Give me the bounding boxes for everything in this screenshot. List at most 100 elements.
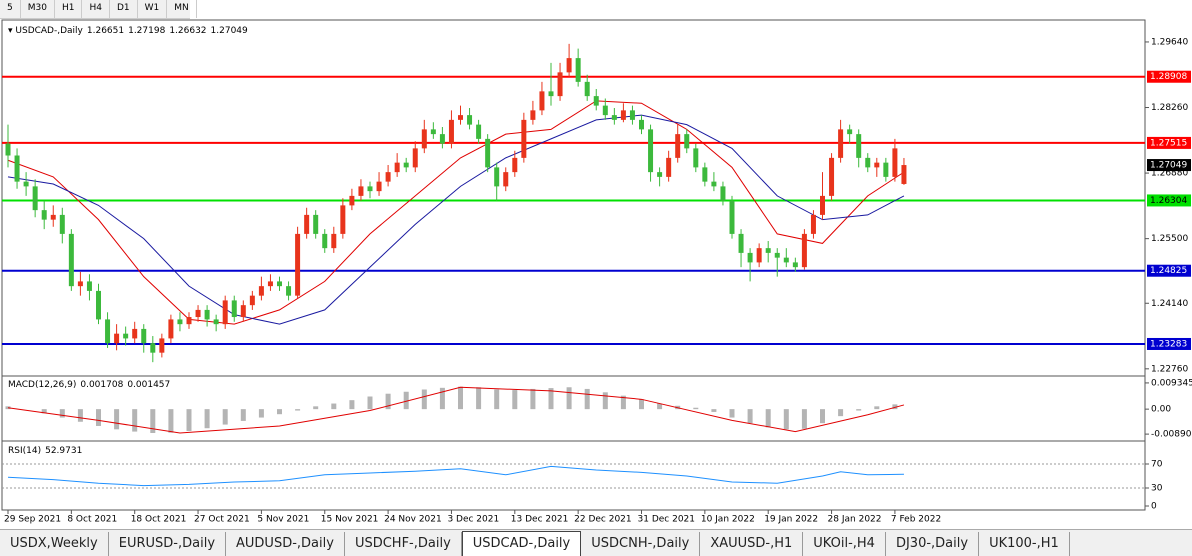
chart-tab[interactable]: DJ30-,Daily xyxy=(886,532,980,556)
candle-body xyxy=(503,172,509,187)
level-label: 1.27515 xyxy=(1150,138,1187,148)
chart-tab[interactable]: UKOil-,H4 xyxy=(803,532,886,556)
macd-bar xyxy=(476,387,482,410)
chart-tab[interactable]: USDCHF-,Daily xyxy=(345,532,462,556)
chart-tab[interactable]: USDCAD-,Daily xyxy=(461,531,582,556)
candle-body xyxy=(485,138,491,168)
macd-bar xyxy=(566,387,572,410)
macd-bar xyxy=(639,399,644,410)
macd-bar xyxy=(204,409,210,429)
candle-body xyxy=(412,148,418,168)
candle-body xyxy=(539,91,545,111)
candle-body xyxy=(575,58,581,82)
macd-bar xyxy=(385,393,391,410)
x-tick-label: 29 Sep 2021 xyxy=(4,515,61,525)
chart-tab[interactable]: AUDUSD-,Daily xyxy=(226,532,345,556)
macd-bar xyxy=(367,396,373,410)
candle-body xyxy=(23,181,29,187)
close: 1.27049 xyxy=(210,26,248,36)
chart-header: ▾ USDCAD-,Daily 1.26651 1.27198 1.26632 1.27… xyxy=(8,26,248,36)
candle-body xyxy=(59,214,65,234)
candle-body xyxy=(521,119,527,158)
candle-body xyxy=(765,248,771,253)
timeframe-button[interactable]: H4 xyxy=(82,0,110,18)
y-tick-label: 0.009345 xyxy=(1151,378,1192,388)
candle-body xyxy=(41,210,47,220)
candle-body xyxy=(322,233,328,249)
x-tick-label: 8 Oct 2021 xyxy=(67,515,117,525)
macd-bar xyxy=(548,388,554,410)
candle-body xyxy=(792,262,798,268)
macd-bar xyxy=(711,409,717,412)
candle-body xyxy=(385,172,391,182)
candle-body xyxy=(883,162,889,177)
timeframe-button[interactable]: W1 xyxy=(138,0,168,18)
candle-body xyxy=(711,181,717,187)
level-label: 1.24825 xyxy=(1150,266,1187,276)
candle-body xyxy=(566,58,572,73)
macd-bar xyxy=(168,409,174,433)
candle-body xyxy=(666,157,672,177)
chart-tab[interactable]: UK100-,H1 xyxy=(979,532,1070,556)
macd-bar xyxy=(150,409,156,433)
x-tick-label: 19 Jan 2022 xyxy=(764,515,818,525)
rsi-line xyxy=(7,465,904,487)
chart-tab[interactable]: EURUSD-,Daily xyxy=(109,532,227,556)
y-tick-label: 1.22760 xyxy=(1151,364,1188,374)
candle-body xyxy=(231,300,237,318)
macd-bar xyxy=(820,409,825,424)
timeframe-button[interactable]: H1 xyxy=(55,0,83,18)
rsi-title: RSI(14) 52.9731 xyxy=(8,446,86,456)
timeframe-button[interactable]: D1 xyxy=(110,0,138,18)
indicator: RSI(14) xyxy=(8,446,42,456)
candle-body xyxy=(313,214,319,234)
macd-bar xyxy=(240,409,246,421)
candle-body xyxy=(892,148,898,177)
candle-body xyxy=(530,110,536,120)
level-label-bg xyxy=(1147,194,1191,207)
candle-body xyxy=(693,148,699,168)
candle-body xyxy=(448,119,454,144)
tab-bar: USDX,Weekly EURUSD-,Daily AUDUSD-,Daily USD… xyxy=(0,529,1192,556)
candle-body xyxy=(86,281,92,291)
level-label-bg xyxy=(1147,136,1191,149)
candle-body xyxy=(177,319,183,325)
timeframe-button[interactable]: 5 xyxy=(0,0,21,18)
candle-body xyxy=(602,105,608,116)
price-label: 1.27049 xyxy=(1150,161,1187,171)
candle-body xyxy=(512,157,518,173)
candle-body xyxy=(675,134,681,158)
candle-body xyxy=(367,186,373,192)
candle-body xyxy=(331,233,337,249)
y-tick-label: -0.00890 xyxy=(1151,430,1192,440)
candle-body xyxy=(810,214,816,234)
high: 1.27198 xyxy=(128,26,166,36)
chart-tab[interactable]: USDCNH-,Daily xyxy=(581,532,701,556)
timeframe-button[interactable]: MN xyxy=(167,0,197,18)
chart-frame xyxy=(1,19,1146,511)
signal-value: 0.001457 xyxy=(127,380,171,390)
macd-bar xyxy=(277,409,282,415)
macd-bar xyxy=(295,409,301,411)
candle-body xyxy=(96,290,101,320)
chart-tab[interactable]: XAUUSD-,H1 xyxy=(700,532,804,556)
indicator: MACD(12,26,9) xyxy=(8,380,77,390)
low: 1.26632 xyxy=(169,26,207,36)
macd-bar xyxy=(59,409,65,418)
candle-body xyxy=(593,96,599,106)
level-label-bg xyxy=(1147,70,1191,83)
candle-body xyxy=(439,134,445,144)
x-tick-label: 27 Oct 2021 xyxy=(194,515,250,525)
timeframe-button[interactable]: M30 xyxy=(21,0,55,18)
macd-bar xyxy=(458,386,463,410)
macd-bar xyxy=(747,409,753,424)
candle-body xyxy=(213,319,219,325)
macd-bar xyxy=(222,409,228,425)
candle-body xyxy=(349,195,355,206)
level-label: 1.26304 xyxy=(1150,196,1187,206)
chart-tab[interactable]: USDX,Weekly xyxy=(0,532,109,556)
candle-body xyxy=(458,115,463,120)
macd-bar xyxy=(331,403,337,410)
x-tick-label: 22 Dec 2021 xyxy=(574,515,632,525)
candle-body xyxy=(141,328,147,344)
